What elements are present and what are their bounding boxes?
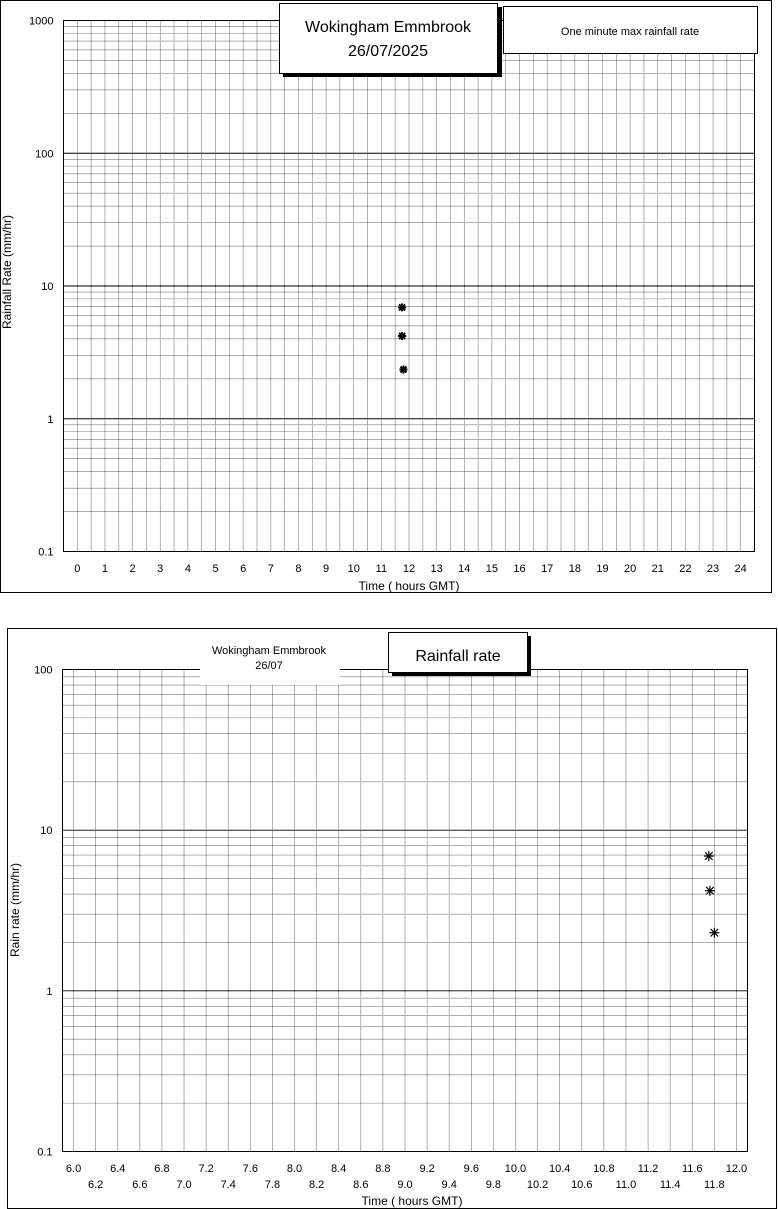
chart1-y-axis-label: Rainfall Rate (mm/hr): [0, 215, 14, 329]
chart1-y-tick-4: 0.1: [38, 547, 53, 559]
chart1-x-tick-0-18: 18: [569, 563, 581, 575]
chart1-title-box: [279, 3, 498, 74]
chart2-x-tick-1-11: 10.6: [571, 1179, 592, 1191]
chart2-x-tick-0-1: 6.4: [110, 1163, 125, 1175]
chart2-x-tick-0-10: 10.0: [505, 1163, 526, 1175]
chart1-title: Wokingham Emmbrook: [305, 19, 472, 36]
chart2-x-tick-1-9: 9.8: [486, 1179, 501, 1191]
chart2-x-tick-labels: 6.0 6.4 6.8 7.2 7.6 8.0 8.4 8.8 9.2 9.6 10.0 10.4 10…: [66, 1163, 747, 1191]
chart2-y-tick-2: 1: [46, 986, 52, 998]
chart2-x-tick-1-0: 6.2: [88, 1179, 103, 1191]
chart1-frame: [0, 0, 772, 593]
chart1-x-tick-0-23: 23: [707, 563, 719, 575]
chart1-x-tick-0-20: 20: [624, 563, 636, 575]
chart2-x-tick-0-14: 11.6: [682, 1163, 703, 1175]
chart2-x-tick-1-1: 6.6: [132, 1179, 147, 1191]
chart2-y-tick-3: 0.1: [37, 1147, 52, 1159]
chart2-y-tick-1: 10: [40, 825, 52, 837]
chart2-x-tick-0-8: 9.2: [419, 1163, 434, 1175]
chart1-x-tick-0-8: 8: [295, 563, 301, 575]
chart2-x-tick-0-7: 8.8: [375, 1163, 390, 1175]
chart1-x-tick-0-1: 1: [102, 563, 108, 575]
chart1-x-tick-0-19: 19: [596, 563, 608, 575]
chart2-x-tick-1-10: 10.2: [527, 1179, 548, 1191]
chart1-x-tick-0-21: 21: [652, 563, 664, 575]
chart1-x-tick-0-10: 10: [348, 563, 360, 575]
chart2-subtitle-box: [200, 641, 340, 685]
chart2-x-tick-0-5: 8.0: [287, 1163, 302, 1175]
chart1-x-tick-0-24: 24: [735, 563, 747, 575]
chart1-x-tick-0-7: 7: [268, 563, 274, 575]
chart2-x-tick-1-5: 8.2: [309, 1179, 324, 1191]
chart2-x-tick-1-2: 7.0: [176, 1179, 191, 1191]
chart2-x-tick-0-2: 6.8: [154, 1163, 169, 1175]
chart1-x-tick-0-15: 15: [486, 563, 498, 575]
chart1-point-0: [398, 303, 407, 312]
chart2-x-tick-0-4: 7.6: [243, 1163, 258, 1175]
chart2-x-tick-0-9: 9.6: [464, 1163, 479, 1175]
chart2-x-tick-1-7: 9.0: [397, 1179, 412, 1191]
chart2-title-box: [388, 632, 528, 673]
chart1-x-tick-0-2: 2: [130, 563, 136, 575]
chart1-y-tick-1: 100: [35, 148, 53, 160]
chart2-x-tick-1-12: 11.0: [616, 1179, 637, 1191]
chart1-x-tick-0-14: 14: [458, 563, 470, 575]
chart2-y-tick-labels: 100 10 1 0.1: [34, 665, 52, 1159]
chart2-frame: [7, 628, 777, 1209]
chart1-x-tick-0-22: 22: [679, 563, 691, 575]
chart1-y-tick-0: 1000: [29, 16, 53, 28]
chart1-point-2: [399, 365, 408, 374]
chart2-x-tick-0-11: 10.4: [549, 1163, 570, 1175]
chart1-x-tick-0-17: 17: [541, 563, 553, 575]
chart2-x-tick-1-8: 9.4: [442, 1179, 457, 1191]
chart2-x-tick-0-15: 12.0: [726, 1163, 747, 1175]
chart1-x-tick-0-12: 12: [403, 563, 415, 575]
chart2-y-tick-0: 100: [34, 665, 52, 677]
chart2-x-tick-0-12: 10.8: [593, 1163, 614, 1175]
chart2-x-tick-0-6: 8.4: [331, 1163, 346, 1175]
chart2-subtitle-line1: Wokingham Emmbrook: [212, 645, 327, 657]
chart1-legend-box: [503, 6, 758, 54]
chart2-x-tick-1-6: 8.6: [353, 1179, 368, 1191]
chart2-x-tick-1-4: 7.8: [265, 1179, 280, 1191]
chart1-y-tick-labels: 1000 100 10 1 0.1: [29, 16, 53, 559]
chart2-gridlines: [62, 669, 748, 1152]
chart2-title: Rainfall rate: [415, 648, 500, 665]
chart2-x-axis-label: Time ( hours GMT): [362, 1194, 463, 1208]
chart2-point-0: [703, 851, 714, 862]
chart2-point-1: [704, 885, 715, 896]
chart1-x-tick-labels: 0 1 2 3 4 5 6 7 8 9 10 11 12 13 14 15 16 17 18 19 20 21 22 23 24: [74, 563, 747, 575]
chart2-x-tick-0-0: 6.0: [66, 1163, 81, 1175]
chart1-point-1: [398, 332, 407, 341]
chart2-x-tick-1-13: 11.4: [660, 1179, 681, 1191]
chart1-x-tick-0-16: 16: [513, 563, 525, 575]
chart1-x-axis-label: Time ( hours GMT): [359, 579, 460, 593]
chart2-x-tick-1-14: 11.8: [704, 1179, 725, 1191]
chart2-point-2: [709, 927, 720, 938]
chart2-x-tick-0-13: 11.2: [638, 1163, 659, 1175]
chart1-x-tick-0-0: 0: [74, 563, 80, 575]
chart2-points: [703, 851, 720, 938]
chart1-x-tick-0-4: 4: [185, 563, 191, 575]
chart2-x-tick-0-3: 7.2: [198, 1163, 213, 1175]
chart1-x-tick-0-9: 9: [323, 563, 329, 575]
chart1-x-tick-0-5: 5: [212, 563, 218, 575]
chart2-subtitle-line2: 26/07: [255, 660, 283, 672]
chart2-y-axis-label: Rain rate (mm/hr): [8, 863, 22, 957]
chart1-subtitle: 26/07/2025: [348, 43, 428, 60]
chart1-gridlines: [63, 20, 755, 552]
chart2-x-tick-1-3: 7.4: [221, 1179, 236, 1191]
chart1-x-tick-0-13: 13: [431, 563, 443, 575]
chart1-y-tick-2: 10: [41, 281, 53, 293]
chart1-y-tick-3: 1: [47, 414, 53, 426]
chart1-legend-label: One minute max rainfall rate: [561, 26, 699, 38]
chart1-x-tick-0-11: 11: [376, 563, 387, 575]
chart1-points: [398, 303, 408, 374]
chart1-x-tick-0-6: 6: [240, 563, 246, 575]
chart1-x-tick-0-3: 3: [157, 563, 163, 575]
